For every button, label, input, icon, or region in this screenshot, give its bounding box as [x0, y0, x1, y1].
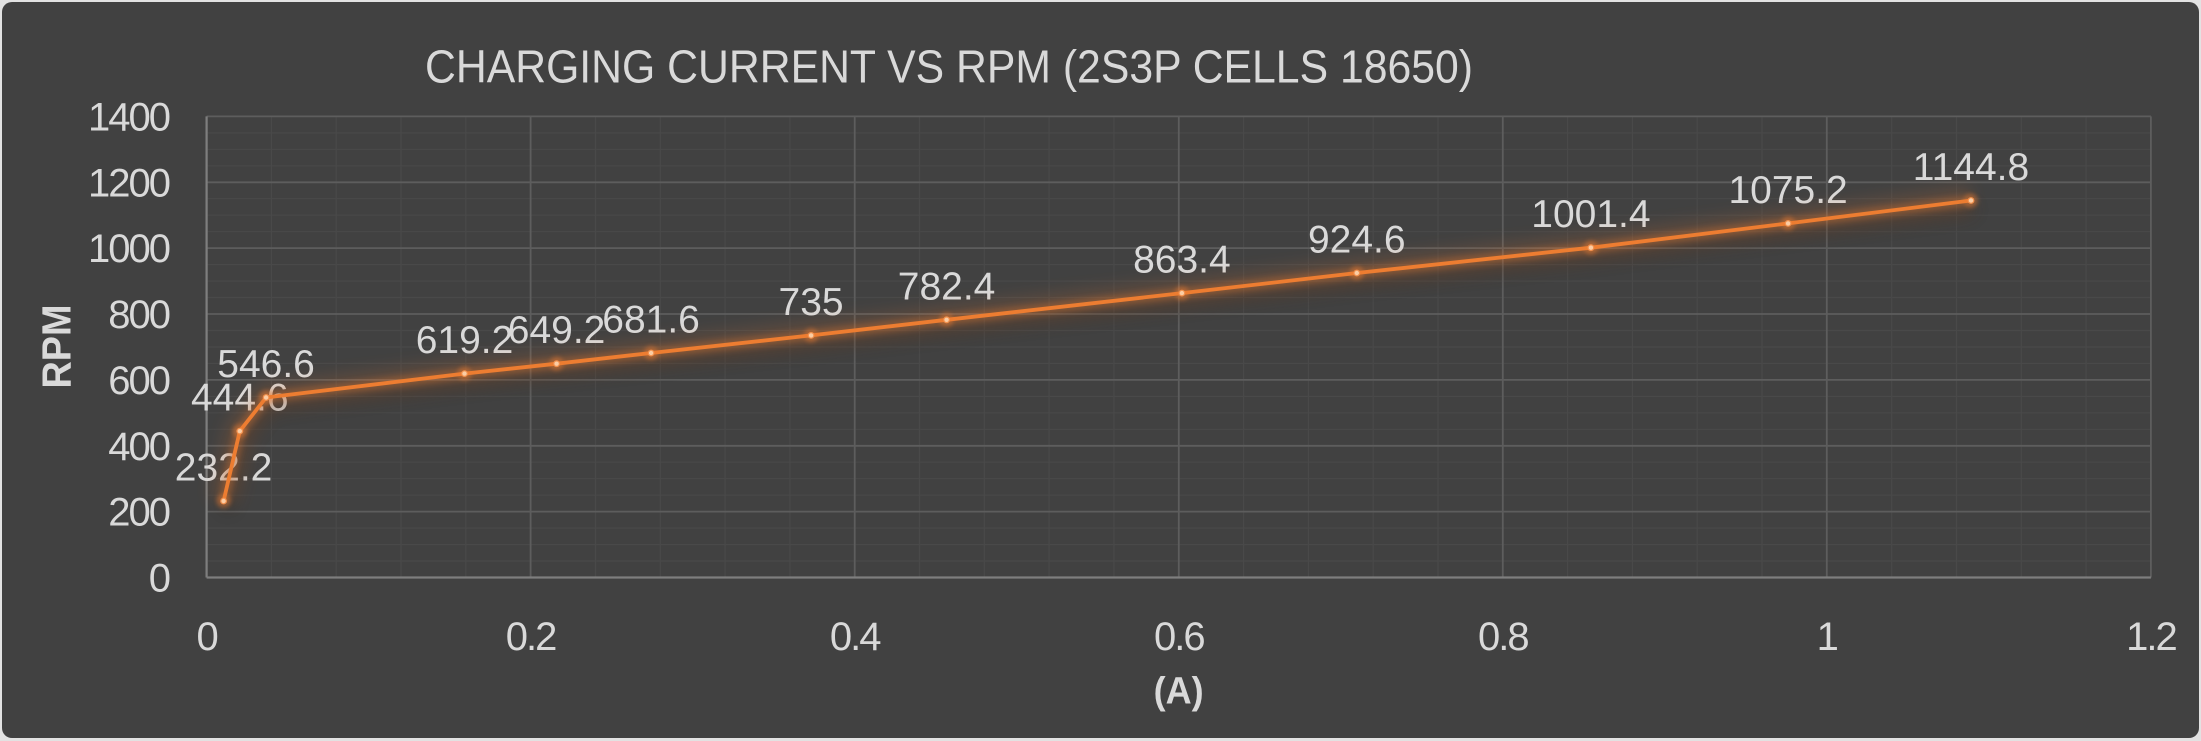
svg-text:0.6: 0.6: [1154, 615, 1204, 659]
svg-text:0: 0: [149, 557, 170, 601]
svg-text:782.4: 782.4: [898, 265, 996, 308]
svg-text:619.2: 619.2: [416, 319, 514, 362]
svg-text:RPM: RPM: [34, 305, 80, 389]
svg-text:1.2: 1.2: [2126, 615, 2176, 659]
svg-text:0: 0: [196, 615, 217, 659]
svg-text:649.2: 649.2: [508, 309, 606, 352]
svg-text:1: 1: [1817, 615, 1838, 659]
svg-text:924.6: 924.6: [1308, 219, 1406, 262]
svg-text:1400: 1400: [88, 95, 170, 139]
svg-text:(A): (A): [1154, 671, 1204, 713]
svg-text:863.4: 863.4: [1133, 239, 1231, 282]
svg-text:600: 600: [108, 359, 169, 403]
svg-text:546.6: 546.6: [217, 343, 315, 386]
svg-text:0.8: 0.8: [1478, 615, 1528, 659]
svg-text:1144.8: 1144.8: [1913, 146, 2029, 189]
svg-text:735: 735: [779, 281, 844, 324]
svg-text:681.6: 681.6: [602, 299, 700, 342]
svg-text:800: 800: [108, 293, 169, 337]
svg-text:0.2: 0.2: [506, 615, 556, 659]
svg-text:200: 200: [108, 491, 169, 535]
svg-text:400: 400: [108, 425, 169, 469]
svg-text:1200: 1200: [88, 161, 170, 205]
svg-text:1000: 1000: [88, 227, 170, 271]
svg-text:CHARGING CURRENT VS RPM (2S3P: CHARGING CURRENT VS RPM (2S3P CELLS 1865…: [425, 41, 1473, 93]
svg-text:0.4: 0.4: [830, 615, 881, 659]
